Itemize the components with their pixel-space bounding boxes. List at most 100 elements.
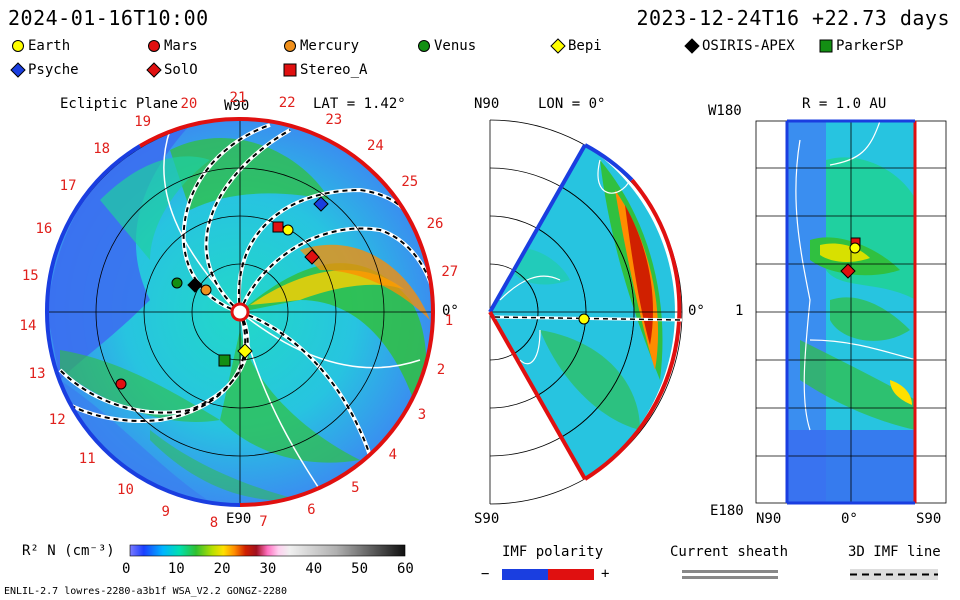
carrington-label: 24 — [367, 138, 384, 155]
square-icon — [819, 39, 833, 53]
carrington-label: 4 — [388, 447, 398, 464]
mars-marker — [115, 378, 127, 390]
meridional-top-label: N90 — [474, 96, 500, 112]
carrington-label: 10 — [117, 482, 134, 499]
ecliptic-top-label: W90 — [224, 98, 250, 114]
carrington-label: 7 — [259, 514, 268, 531]
bepi-marker — [237, 343, 253, 359]
legend-label: OSIRIS-APEX — [702, 38, 795, 54]
meridional-panel — [488, 119, 683, 505]
carrington-label: 19 — [134, 113, 152, 130]
earth-meridional-marker — [578, 313, 590, 325]
imf-plus: + — [601, 566, 610, 582]
radial-top-left-label: W180 — [708, 103, 742, 119]
imf-positive-swatch — [548, 569, 594, 580]
carrington-label: 13 — [28, 366, 46, 383]
imf-line-bg — [850, 569, 938, 580]
colorbar-tick: 40 — [305, 561, 323, 577]
carrington-label: 21 — [229, 90, 247, 106]
legend-label: Bepi — [568, 38, 602, 54]
radial-x-label-n90: N90 — [756, 511, 782, 527]
ecliptic-title: Ecliptic Plane — [60, 96, 179, 112]
carrington-label: 3 — [417, 407, 427, 424]
osiris-apex-marker — [187, 277, 203, 293]
carrington-label: 17 — [59, 177, 77, 194]
carrington-label: 14 — [19, 317, 37, 334]
imf-polarity-label: IMF polarity — [502, 544, 604, 560]
carrington-label: 12 — [48, 411, 66, 428]
solo-marker — [304, 249, 320, 265]
footer-text: ENLIL-2.7 lowres-2280-a3b1f WSA_V2.2 GON… — [4, 586, 287, 597]
sun-marker — [230, 302, 250, 322]
ecliptic-panel — [44, 116, 436, 507]
venus-marker — [171, 277, 183, 289]
circle-icon — [418, 40, 430, 52]
colorbar-tick: 60 — [397, 561, 414, 577]
carrington-label: 15 — [21, 268, 39, 285]
run-time: 2023-12-24T16 +22.73 days — [636, 6, 950, 30]
radial-title: R = 1.0 AU — [802, 96, 887, 112]
carrington-label: 27 — [441, 263, 459, 280]
legend-item-psyche: Psyche — [10, 62, 79, 78]
carrington-label: 2 — [436, 361, 446, 378]
legend-label: Mercury — [300, 38, 360, 54]
legend-label: SolO — [164, 62, 198, 78]
colorbar-tick: 0 — [122, 561, 131, 577]
legend-item-venus: Venus — [416, 38, 476, 54]
carrington-label: 20 — [180, 96, 198, 113]
legend-label: Mars — [164, 38, 198, 54]
psyche-marker — [313, 196, 329, 212]
diamond-icon — [684, 38, 700, 54]
carrington-label: 5 — [351, 479, 360, 496]
meridional-bottom-label: S90 — [474, 511, 500, 527]
radial-x-label-s90: S90 — [916, 511, 942, 527]
carrington-label: 18 — [93, 141, 111, 158]
legend-label: ParkerSP — [836, 38, 904, 54]
colorbar-tick: 10 — [167, 561, 185, 577]
legend-item-osiris-apex: OSIRIS-APEX — [684, 38, 795, 54]
legend-item-solo: SolO — [146, 62, 198, 78]
legend-label: Psyche — [28, 62, 79, 78]
carrington-label: 8 — [209, 514, 219, 531]
ecliptic-right-label: 0° — [442, 303, 459, 319]
parkersp-marker — [218, 354, 231, 367]
legend-item-mercury: Mercury — [282, 38, 359, 54]
colorbar — [129, 544, 406, 557]
earth-radial-marker — [849, 242, 861, 254]
carrington-label: 9 — [161, 503, 170, 520]
earth-marker — [282, 224, 294, 236]
carrington-label: 1 — [444, 312, 454, 329]
meridional-title: LON = 0° — [538, 96, 606, 112]
imf-negative-swatch — [502, 569, 548, 580]
carrington-label: 16 — [35, 220, 53, 237]
radial-bottom-left-label: E180 — [710, 503, 744, 519]
circle-icon — [12, 40, 24, 52]
legend-item-stereo-a: Stereo_A — [282, 62, 367, 78]
diamond-icon — [10, 62, 26, 78]
current-sheath-label: Current sheath — [670, 544, 789, 560]
colorbar-tick: 20 — [213, 561, 231, 577]
mercury-marker — [200, 284, 212, 296]
colorbar-tick: 30 — [259, 561, 277, 577]
carrington-label: 23 — [325, 111, 343, 128]
legend-item-earth: Earth — [10, 38, 70, 54]
ecliptic-bottom-label: E90 — [226, 511, 252, 527]
meridional-right-label: 0° — [688, 303, 705, 319]
current-sheath-line-1 — [682, 570, 778, 573]
square-icon — [283, 63, 297, 77]
current-sheath-line-2 — [682, 576, 778, 579]
colorbar-label: R² N (cm⁻³) — [22, 543, 115, 559]
carrington-label: 6 — [307, 502, 316, 519]
diamond-icon — [550, 38, 566, 54]
radial-panel — [755, 119, 947, 505]
radial-x-label-0: 0° — [841, 511, 858, 527]
carrington-label: 22 — [278, 95, 296, 112]
imf-line-label: 3D IMF line — [848, 544, 941, 560]
circle-icon — [284, 40, 296, 52]
colorbar-tick: 50 — [351, 561, 369, 577]
diamond-icon — [146, 62, 162, 78]
imf-minus: − — [481, 566, 490, 582]
carrington-label: 11 — [78, 450, 96, 467]
legend-item-bepi: Bepi — [550, 38, 602, 54]
